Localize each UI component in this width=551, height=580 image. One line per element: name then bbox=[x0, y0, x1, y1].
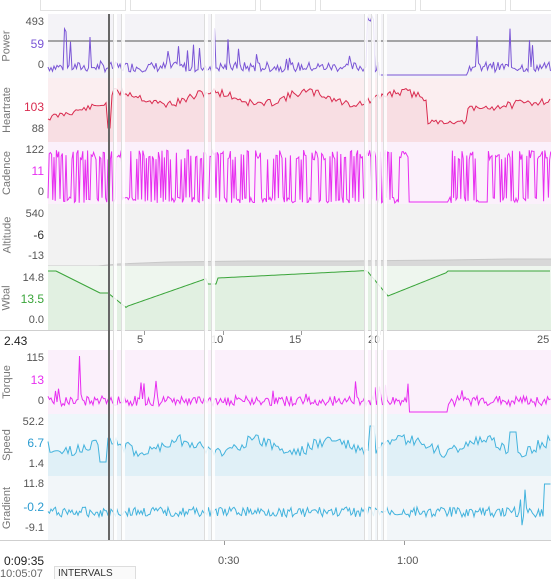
time-axis[interactable]: 0:30 1:00 0:09:35 bbox=[0, 540, 551, 568]
power-current-value: 59 bbox=[30, 37, 44, 51]
cadence-panel[interactable]: Cadence 122 11 0 bbox=[0, 142, 551, 205]
power-axis-label: Power bbox=[1, 30, 13, 62]
power-panel[interactable]: Power 493 59 0 bbox=[0, 14, 551, 78]
tab-slot-4[interactable] bbox=[320, 0, 416, 11]
intervals-tab[interactable]: INTERVALS bbox=[54, 566, 136, 579]
playhead-cursor[interactable] bbox=[108, 14, 110, 540]
gradient-panel[interactable]: Gradient 11.8 -0.2 -9.1 bbox=[0, 476, 551, 540]
wbal-panel[interactable]: Wbal 14.8 13.5 0.0 bbox=[0, 266, 551, 330]
time-tick-0-30: 0:30 bbox=[218, 555, 240, 567]
tab-slot-2[interactable] bbox=[130, 0, 256, 11]
time-current-value: 0:09:35 bbox=[4, 554, 45, 568]
heartrate-trace bbox=[47, 87, 551, 142]
speed-current-value: 6.7 bbox=[27, 436, 44, 450]
cadence-trace bbox=[47, 148, 551, 205]
altitude-max-tick: 540 bbox=[25, 208, 44, 220]
cadence-axis-label: Cadence bbox=[1, 150, 14, 196]
cadence-min-tick: 0 bbox=[37, 186, 44, 198]
cadence-max-tick: 122 bbox=[25, 144, 44, 156]
power-max-tick: 493 bbox=[25, 16, 44, 28]
gradient-trace bbox=[47, 483, 551, 526]
tab-slot-5[interactable] bbox=[420, 0, 506, 11]
heartrate-current-value: 103 bbox=[23, 100, 44, 114]
interval-marker[interactable] bbox=[377, 14, 381, 540]
tab-slot-1[interactable] bbox=[40, 0, 126, 11]
interval-marker[interactable] bbox=[364, 14, 368, 540]
torque-panel[interactable]: Torque 115 13 0 bbox=[0, 350, 551, 414]
wbal-axis-label: Wbal bbox=[1, 285, 13, 311]
altitude-trace bbox=[48, 258, 551, 267]
distance-current-value: 2.43 bbox=[4, 334, 28, 348]
speed-trace bbox=[47, 425, 551, 476]
heartrate-axis-label: Heartrate bbox=[1, 87, 14, 133]
wbal-current-value: 13.5 bbox=[20, 292, 44, 306]
interval-marker[interactable] bbox=[113, 14, 117, 540]
interval-marker[interactable] bbox=[211, 14, 215, 540]
heartrate-min-tick: 88 bbox=[31, 123, 44, 135]
altitude-current-value: -6 bbox=[33, 228, 44, 242]
altitude-min-tick: -13 bbox=[28, 250, 44, 262]
time-tick-1-00: 1:00 bbox=[397, 555, 419, 567]
cadence-current-value: 11 bbox=[31, 164, 44, 178]
interval-marker[interactable] bbox=[371, 14, 375, 540]
distance-tick-15: 15 bbox=[289, 334, 302, 346]
gradient-min-tick: -9.1 bbox=[25, 522, 44, 534]
torque-max-tick: 115 bbox=[26, 352, 44, 364]
interval-marker[interactable] bbox=[383, 14, 387, 540]
torque-current-value: 13 bbox=[30, 373, 44, 387]
interval-marker[interactable] bbox=[204, 14, 208, 540]
altitude-axis-label: Altitude bbox=[1, 216, 14, 254]
distance-axis[interactable]: 2.43 5 10 15 20 25 bbox=[0, 330, 551, 351]
gradient-current-value: -0.2 bbox=[23, 500, 44, 514]
intervals-tab-label: INTERVALS bbox=[58, 568, 113, 579]
distance-tick-5: 5 bbox=[137, 334, 144, 346]
speed-axis-label: Speed bbox=[1, 429, 13, 461]
torque-trace bbox=[47, 355, 551, 413]
speed-min-tick: 1.4 bbox=[28, 458, 44, 470]
distance-tick-25: 25 bbox=[537, 334, 550, 346]
gradient-max-tick: 11.8 bbox=[23, 478, 44, 490]
torque-axis-label: Torque bbox=[1, 365, 14, 399]
speed-panel[interactable]: Speed 52.2 6.7 1.4 bbox=[0, 414, 551, 476]
gradient-axis-label: Gradient bbox=[1, 486, 14, 530]
tab-slot-6[interactable] bbox=[510, 0, 551, 11]
heartrate-panel[interactable]: Heartrate 103 88 bbox=[0, 78, 551, 142]
tab-slot-3[interactable] bbox=[260, 0, 316, 11]
interval-marker[interactable] bbox=[121, 14, 125, 540]
ride-start-time: 10:05:07 bbox=[0, 568, 43, 580]
power-min-tick: 0 bbox=[37, 59, 44, 71]
speed-max-tick: 52.2 bbox=[22, 416, 44, 428]
altitude-panel[interactable]: Altitude 540 -6 -13 bbox=[0, 204, 551, 267]
torque-min-tick: 0 bbox=[37, 395, 44, 407]
wbal-min-tick: 0.0 bbox=[28, 314, 44, 326]
power-trace bbox=[47, 14, 551, 76]
wbal-max-tick: 14.8 bbox=[22, 272, 44, 284]
wbal-trace bbox=[48, 270, 551, 330]
